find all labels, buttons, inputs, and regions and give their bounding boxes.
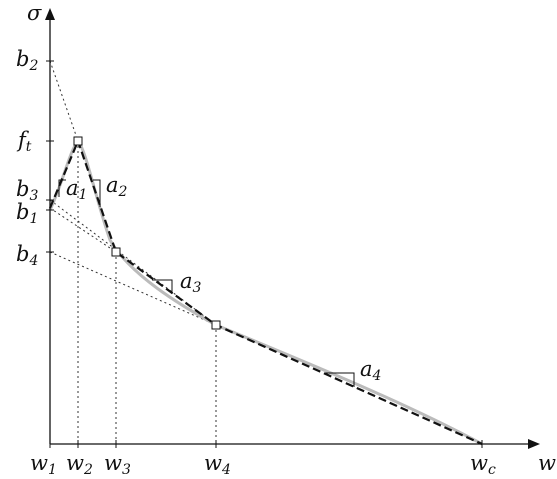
slope-triangle-a1 [58, 179, 66, 197]
piecewise-linear-curve [48, 137, 483, 446]
guide-lines [49, 60, 217, 444]
guide-b4-line [49, 251, 217, 326]
slope-triangle-a4 [325, 372, 355, 387]
x-tick-label-w1: w1 [30, 451, 57, 478]
axis-ticks [46, 60, 483, 448]
breakpoint-w4 [211, 320, 221, 330]
y-axis-arrow [45, 8, 55, 20]
breakpoints [73, 136, 221, 330]
y-tick-label-ft: ft [16, 128, 32, 155]
slope-label-a2: a2 [106, 173, 128, 200]
slope-label-a3: a3 [180, 269, 202, 296]
guide-b1-line [49, 207, 117, 253]
slope-triangle-a2 [93, 179, 101, 207]
y-tick-label-b4: b4 [16, 242, 38, 269]
slope-label-a1: a1 [66, 176, 87, 203]
guide-b2-line [49, 60, 79, 142]
x-tick-label-w2: w2 [66, 451, 93, 478]
y-tick-label-b1: b1 [16, 200, 38, 227]
slope-triangles [58, 179, 355, 387]
y-tick-label-b2: b2 [16, 47, 38, 74]
x-tick-label-wc: wc [470, 451, 496, 478]
x-axis-label: w [538, 451, 556, 475]
axes [49, 14, 534, 445]
slope-label-a4: a4 [360, 357, 381, 384]
breakpoint-peak [73, 136, 83, 146]
x-tick-label-w4: w4 [204, 451, 231, 478]
x-axis-arrow [528, 439, 540, 449]
x-tick-label-w3: w3 [104, 451, 131, 478]
y-axis-label: σ [27, 1, 42, 25]
y-tick-label-b3: b3 [16, 177, 38, 204]
breakpoint-w3 [111, 247, 121, 257]
slope-triangle-a3 [152, 279, 173, 294]
